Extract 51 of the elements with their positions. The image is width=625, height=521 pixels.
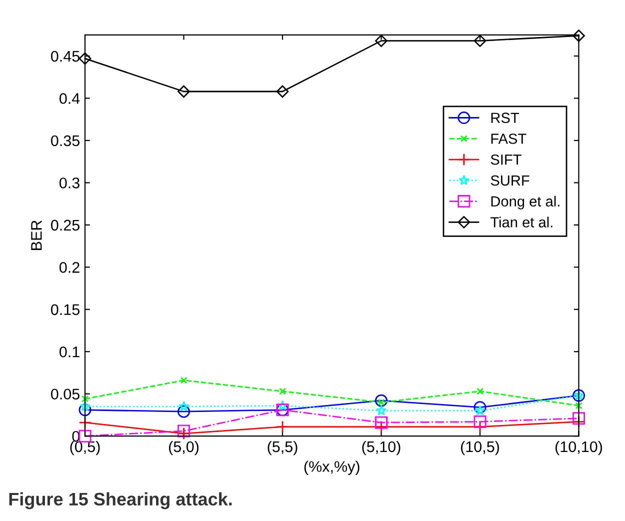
point	[375, 420, 388, 434]
y-tick-label: 0.05	[51, 388, 80, 400]
y-tick-label: 0.25	[51, 220, 80, 231]
x-tick-label: (5,0)	[168, 440, 199, 456]
point	[376, 405, 387, 416]
caption: Figure 15 Shearing attack.	[9, 492, 232, 510]
point	[474, 415, 486, 428]
point	[575, 402, 582, 410]
point	[178, 405, 190, 418]
point	[572, 30, 585, 42]
y-tick-label: 0.2	[60, 262, 80, 273]
point	[178, 427, 190, 440]
y-tick-label: 0.4	[60, 93, 80, 104]
legend-label: RST	[491, 112, 519, 124]
y-tick-label: 0.15	[51, 304, 80, 316]
point	[476, 388, 484, 395]
point	[276, 85, 289, 98]
point	[474, 401, 486, 414]
point	[78, 52, 92, 65]
legend-label: FAST	[491, 134, 526, 144]
y-axis-title: BER	[31, 220, 42, 250]
point	[277, 400, 288, 410]
x-tick-label: (0,5)	[70, 440, 100, 456]
y-tick-label: 0.3	[60, 178, 80, 188]
x-tick-label: (10,10)	[555, 440, 602, 456]
point	[180, 376, 188, 384]
x-tick-label: (10,5)	[460, 440, 500, 456]
legend-label: SURF	[490, 175, 530, 186]
point	[572, 412, 585, 425]
point	[474, 405, 486, 416]
x-axis-title: (%x,%y)	[304, 460, 360, 475]
point	[78, 404, 92, 416]
y-tick-label: 0.45	[51, 50, 80, 62]
point	[474, 34, 486, 48]
point	[375, 394, 388, 407]
point	[178, 400, 190, 412]
point	[82, 395, 88, 402]
point	[375, 416, 388, 429]
point	[178, 424, 190, 438]
y-tick-label: 0.1	[60, 346, 80, 358]
y-tick-label: 0.35	[51, 135, 80, 146]
x-tick-label: (5,5)	[268, 440, 298, 456]
point	[80, 400, 90, 412]
legend-label: SIFT	[490, 154, 522, 165]
legend-label: Dong et al.	[491, 196, 560, 210]
point	[178, 85, 190, 98]
legend-label: Tian et al.	[490, 216, 552, 228]
point	[279, 388, 286, 395]
x-tick-label: (5,10)	[362, 440, 400, 456]
point	[375, 34, 388, 48]
point	[276, 420, 289, 434]
